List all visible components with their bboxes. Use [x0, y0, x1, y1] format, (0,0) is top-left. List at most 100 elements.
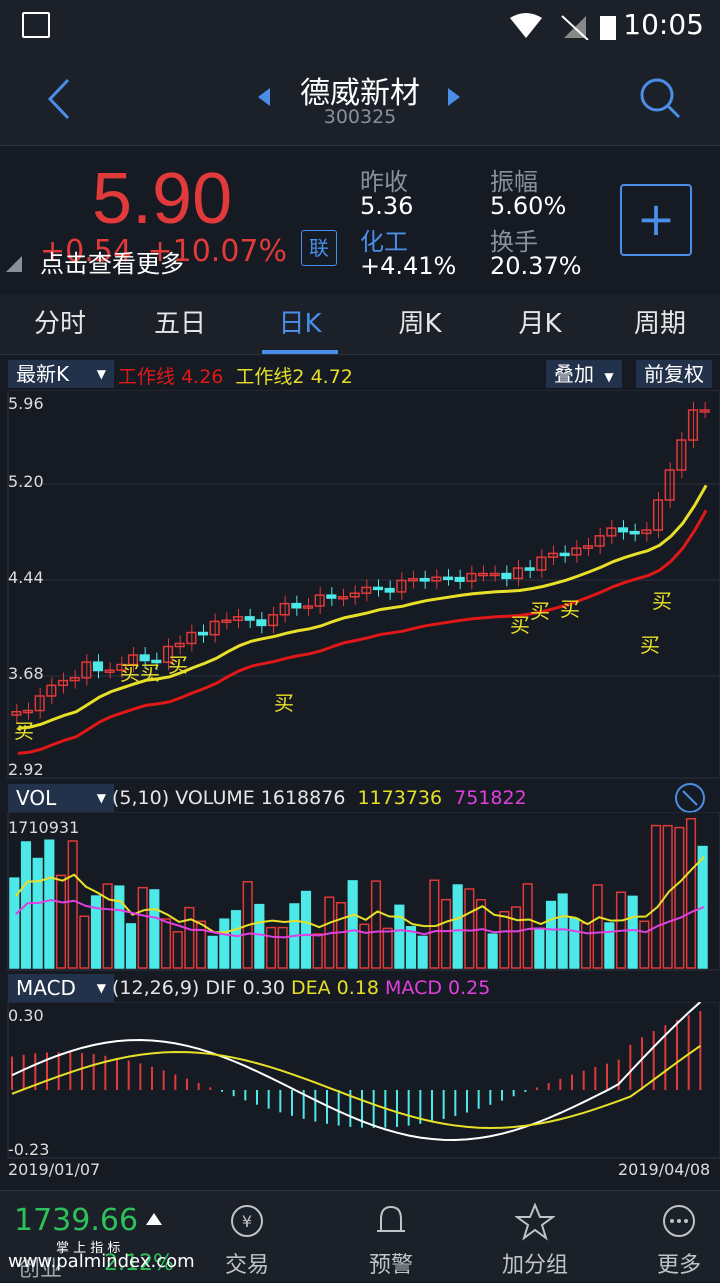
- buy-signal: 买: [510, 613, 530, 637]
- vol-params: (5,10): [112, 787, 170, 809]
- line1-label: 工作线: [118, 366, 176, 388]
- volume-bar: [67, 840, 78, 969]
- candle: [466, 572, 477, 582]
- volume-bar: [510, 906, 522, 969]
- candlestick-chart[interactable]: 买买买买买买买 买买买: [0, 390, 720, 780]
- volume-bar: [627, 895, 638, 969]
- macd-top: 0.30: [8, 1006, 44, 1025]
- tab-weekly-k[interactable]: 周K: [398, 309, 442, 339]
- vol-value: 1618876: [260, 787, 346, 809]
- volume-bar: [487, 933, 498, 969]
- candle: [302, 605, 314, 609]
- volume-bar: [312, 933, 323, 969]
- volume-bar: [254, 903, 265, 969]
- svg-text:¥: ¥: [242, 1212, 252, 1231]
- candle: [664, 469, 675, 501]
- volume-bar: [394, 904, 405, 969]
- add-watchlist-button[interactable]: +: [620, 184, 692, 256]
- nav-add-group[interactable]: 加分组: [470, 1191, 600, 1279]
- macd-bottom: -0.23: [8, 1140, 50, 1159]
- system-icons: [510, 13, 616, 40]
- buy-signal: 买: [530, 599, 550, 623]
- adjust-button[interactable]: 前复权: [636, 360, 712, 388]
- more-tip[interactable]: 点击查看更多: [40, 250, 184, 278]
- volume-bar: [674, 826, 685, 969]
- related-button[interactable]: 联: [301, 230, 337, 266]
- candle: [314, 594, 325, 607]
- candle: [57, 679, 69, 687]
- candle: [524, 567, 535, 571]
- index-value[interactable]: 1739.66: [14, 1203, 139, 1238]
- index-percent: 2.12%: [104, 1251, 174, 1276]
- volume-bar: [557, 893, 568, 969]
- volume-bar: [160, 918, 172, 969]
- volume-bar: [125, 923, 137, 969]
- candle: [384, 587, 395, 593]
- candle: [419, 577, 430, 582]
- tab-intraday[interactable]: 分时: [33, 309, 86, 339]
- chevron-down-icon: ▼: [96, 367, 106, 381]
- volume-bar: [370, 880, 382, 969]
- candle: [582, 545, 594, 549]
- volume-bar: [545, 900, 557, 969]
- tab-five-day[interactable]: 五日: [153, 309, 206, 339]
- volume-bar: [534, 927, 545, 969]
- volume-bar: [359, 923, 370, 969]
- nav-trade[interactable]: ¥ 交易: [182, 1191, 312, 1279]
- k-type-dropdown[interactable]: 最新K ▼: [8, 360, 114, 388]
- stock-name: 德威新材: [300, 76, 420, 111]
- expand-icon[interactable]: [674, 782, 706, 814]
- candle: [641, 529, 652, 535]
- overlay-dropdown[interactable]: 叠加 ▼: [546, 360, 622, 388]
- nav-more[interactable]: 更多: [614, 1191, 720, 1279]
- turnover-value: 20.37%: [490, 252, 582, 280]
- buy-signal: 买: [640, 633, 660, 657]
- macd-label: MACD: [16, 976, 76, 1000]
- candle: [197, 631, 209, 636]
- vol-ma10: 751822: [454, 787, 527, 809]
- buy-signal: 买: [120, 661, 140, 685]
- tab-period[interactable]: 周期: [633, 309, 686, 339]
- volume-bar: [149, 889, 160, 969]
- y-tick-5: 2.92: [8, 760, 44, 779]
- search-icon[interactable]: [638, 76, 682, 120]
- more-icon: [663, 1205, 695, 1237]
- dif-value: 0.30: [242, 977, 285, 999]
- candle: [407, 577, 419, 582]
- candle: [337, 596, 349, 600]
- next-stock-icon[interactable]: [446, 88, 460, 106]
- candle: [652, 499, 664, 531]
- price-change: +0.54 +10.07%: [40, 234, 287, 269]
- macd-dropdown[interactable]: MACD ▼: [8, 974, 114, 1002]
- volume-bar: [55, 874, 67, 969]
- nav-alert[interactable]: 预警: [326, 1191, 456, 1279]
- macd-chart[interactable]: [0, 1002, 720, 1160]
- volume-bar: [650, 824, 662, 969]
- chevron-down-icon: ▼: [96, 791, 106, 805]
- candle: [11, 710, 22, 716]
- prev-close-label: 昨收: [360, 168, 408, 196]
- prev-stock-icon[interactable]: [258, 88, 272, 106]
- candle: [151, 659, 162, 664]
- volume-chart[interactable]: [0, 812, 720, 972]
- quote-panel[interactable]: 5.90 +0.54 +10.07% 点击查看更多 联 昨收 5.36 化工 +…: [0, 146, 720, 294]
- tab-daily-k[interactable]: 日K: [240, 294, 360, 354]
- k-type-label: 最新K: [16, 362, 70, 386]
- candle: [256, 619, 267, 627]
- sector-label[interactable]: 化工: [360, 228, 408, 256]
- watermark: www.palmindex.com: [8, 1251, 195, 1272]
- volume-bar: [440, 898, 452, 969]
- candle: [606, 527, 617, 537]
- index-caption: 掌 上 指 标: [56, 1241, 121, 1256]
- bell-icon: [377, 1205, 405, 1232]
- buy-signal: 买: [14, 719, 34, 743]
- tab-monthly-k[interactable]: 月K: [518, 309, 562, 339]
- candle: [34, 695, 45, 712]
- candle: [454, 576, 465, 582]
- candle: [536, 556, 547, 571]
- candle: [244, 616, 255, 621]
- back-icon[interactable]: [44, 78, 74, 120]
- line1-value: 4.26: [181, 366, 224, 388]
- candle: [442, 576, 454, 581]
- vol-dropdown[interactable]: VOL ▼: [8, 784, 114, 812]
